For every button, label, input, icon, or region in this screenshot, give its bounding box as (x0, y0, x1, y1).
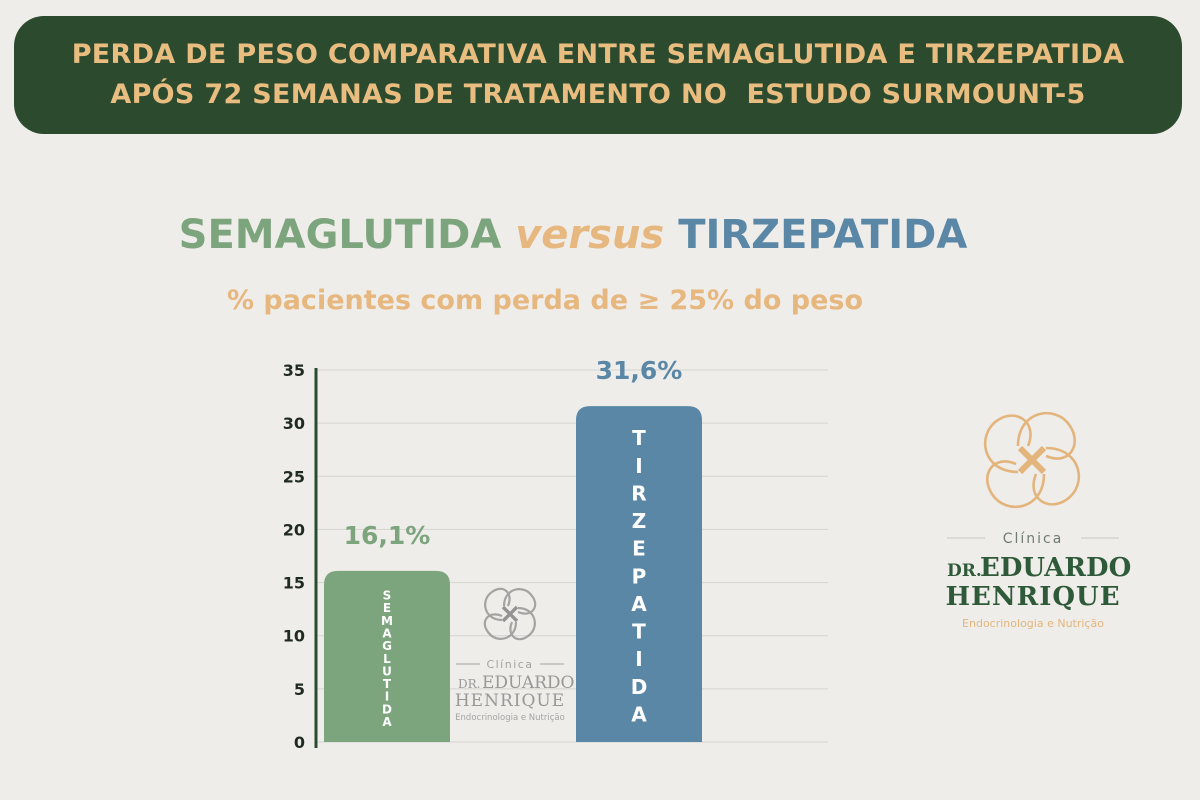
y-tick-label: 20 (283, 520, 305, 539)
bar-tirzepatida (576, 406, 702, 742)
bar-label-letter: P (632, 564, 647, 588)
bar-label-letter: L (383, 652, 391, 666)
bar-label-letter: D (382, 702, 392, 716)
logo-name-2: HENRIQUE (945, 582, 1120, 612)
banner-title-line-2: APÓS 72 SEMANAS DE TRATAMENTO NO ESTUDO … (110, 79, 1086, 110)
title-banner: PERDA DE PESO COMPARATIVA ENTRE SEMAGLUT… (14, 16, 1182, 134)
bar-category-label: TIRZEPATIDA (631, 426, 648, 726)
bar-label-letter: A (631, 592, 647, 616)
bar-semaglutida (324, 570, 450, 742)
bar-label-letter: U (382, 664, 392, 678)
y-tick-label: 35 (283, 361, 305, 380)
logo-specialty: Endocrinologia e Nutrição (962, 617, 1104, 630)
y-tick-label: 0 (294, 733, 305, 752)
logo-prefix: DR. (947, 561, 982, 581)
bar-label-letter: Z (632, 509, 647, 533)
bar-category-label: SEMAGLUTIDA (381, 589, 393, 729)
bar-label-letter: G (382, 639, 392, 653)
clover-logo-icon (983, 411, 1081, 509)
y-tick-label: 15 (283, 574, 305, 593)
watermark-clover-icon (483, 587, 537, 641)
bar-label-letter: T (632, 620, 646, 644)
headline-tirzepatida: TIRZEPATIDA (678, 212, 968, 258)
clinic-logo: Clínica DR. EDUARDO HENRIQUE Endocrinolo… (945, 411, 1131, 630)
y-tick-label: 5 (294, 680, 305, 699)
bar-label-letter: A (382, 626, 392, 640)
headline-versus: versus (515, 212, 665, 258)
bar-label-letter: I (385, 690, 389, 704)
logo-name-1: EDUARDO (980, 553, 1131, 583)
value-label: 31,6% (596, 356, 683, 385)
y-tick-label: 10 (283, 627, 305, 646)
bar-label-letter: I (635, 647, 642, 671)
comparison-headline: SEMAGLUTIDA versus TIRZEPATIDA (0, 212, 1146, 258)
y-tick-label: 30 (283, 414, 305, 433)
chart-subtitle: % pacientes com perda de ≥ 25% do peso (226, 285, 864, 316)
watermark-prefix: DR. (458, 677, 480, 691)
bar-label-letter: M (381, 614, 393, 628)
bar-label-letter: T (632, 426, 646, 450)
bar-label-letter: T (383, 677, 392, 691)
y-tick-label: 25 (283, 467, 305, 486)
bar-label-letter: D (631, 675, 648, 699)
watermark-specialty: Endocrinologia e Nutrição (455, 713, 565, 723)
bar-label-letter: I (635, 454, 642, 478)
y-axis: 0 5 10 15 20 25 30 35 (283, 361, 318, 752)
watermark-name-1: EDUARDO (482, 673, 575, 693)
headline-semaglutida: SEMAGLUTIDA (178, 212, 502, 258)
bar-label-letter: R (631, 481, 646, 505)
bar-label-letter: E (383, 601, 391, 615)
value-label: 16,1% (344, 521, 431, 550)
bar-label-letter: A (382, 715, 392, 729)
logo-clinic: Clínica (1003, 531, 1064, 547)
watermark-clinic: Clínica (486, 658, 533, 671)
watermark-logo: Clínica DR. EDUARDO HENRIQUE Endocrinolo… (455, 587, 575, 723)
watermark-name-2: HENRIQUE (455, 691, 565, 711)
bar-label-letter: E (632, 537, 646, 561)
banner-title-line-1: PERDA DE PESO COMPARATIVA ENTRE SEMAGLUT… (71, 39, 1125, 70)
value-labels: 16,1% 31,6% (344, 356, 683, 550)
bar-label-letter: A (631, 702, 647, 726)
bar-label-letter: S (383, 589, 392, 603)
